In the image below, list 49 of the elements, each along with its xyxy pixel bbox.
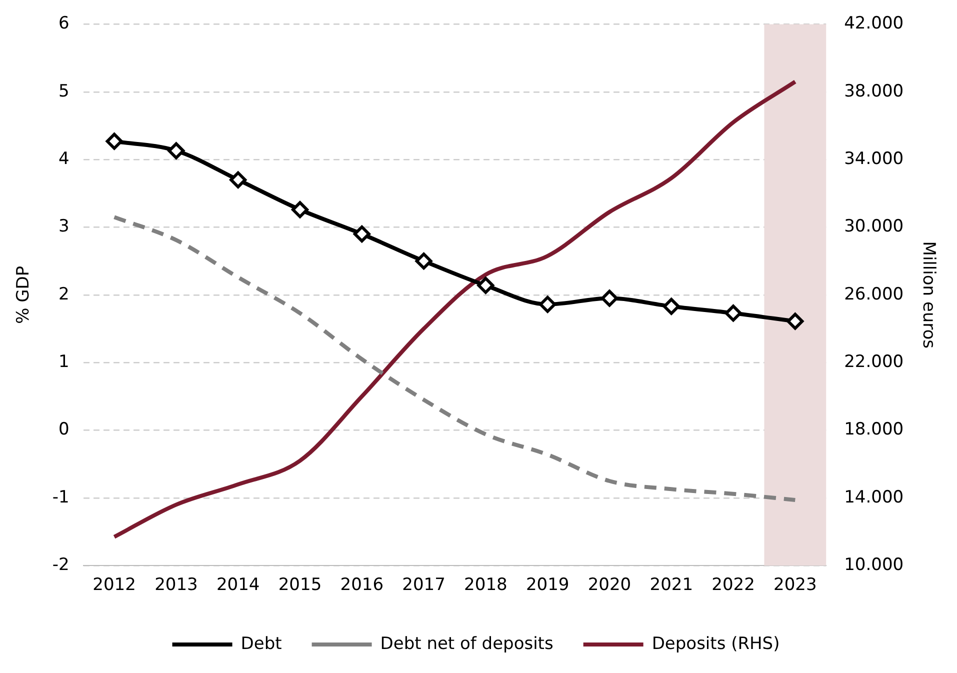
y-tick-label: 4: [58, 148, 70, 169]
x-tick-label: 2019: [526, 575, 570, 596]
point: [600, 290, 618, 307]
line-series: [112, 215, 798, 502]
x-tick-label: 2021: [650, 575, 694, 596]
x-tick-label: 2014: [216, 575, 260, 596]
x-tick-label: 2015: [278, 575, 322, 596]
point: [662, 298, 680, 315]
point: [415, 252, 432, 270]
point: [786, 312, 804, 330]
y2-tick-label: 14.000: [844, 487, 904, 508]
point: [230, 171, 247, 188]
legend-label: Debt: [240, 634, 282, 654]
y-tick-label: -2: [52, 555, 70, 576]
line-series: [112, 80, 798, 539]
point: [353, 225, 370, 242]
y-tick-label: 1: [58, 352, 70, 372]
point: [724, 304, 742, 322]
y2-tick-label: 22.000: [844, 352, 904, 372]
point: [106, 132, 123, 150]
point: [477, 276, 494, 294]
legend-label: Deposits (RHS): [652, 634, 780, 654]
point: [539, 296, 556, 313]
x-tick-label: 2023: [774, 575, 817, 596]
x-tick-label: 2012: [92, 575, 136, 596]
point: [168, 142, 185, 160]
y-axis-title: % GDP: [14, 266, 34, 324]
y2-tick-label: 34.000: [844, 148, 904, 169]
y2-tick-label: 26.000: [844, 284, 904, 304]
x-tick-label: 2013: [154, 575, 198, 596]
x-tick-label: 2017: [402, 575, 446, 596]
y2-tick-label: 42.000: [844, 14, 904, 34]
y-tick-label: -1: [52, 487, 70, 508]
y2-axis-title: Million euros: [918, 241, 938, 349]
point: [291, 201, 308, 218]
y-tick-label: 0: [58, 420, 70, 440]
x-tick-label: 2022: [712, 575, 755, 596]
y2-tick-label: 38.000: [844, 81, 904, 102]
x-tick-label: 2016: [340, 575, 384, 596]
y-tick-label: 5: [58, 81, 70, 102]
y-tick-label: 2: [58, 284, 70, 304]
y2-tick-label: 18.000: [844, 420, 904, 440]
y-tick-label: 6: [58, 14, 70, 34]
y-tick-label: 3: [58, 216, 70, 237]
y2-tick-label: 10.000: [844, 555, 904, 576]
x-tick-label: 2020: [588, 575, 632, 596]
x-tick-label: 2018: [464, 575, 508, 596]
y2-tick-label: 30.000: [844, 216, 904, 237]
legend-label: Debt net of deposits: [380, 634, 554, 654]
